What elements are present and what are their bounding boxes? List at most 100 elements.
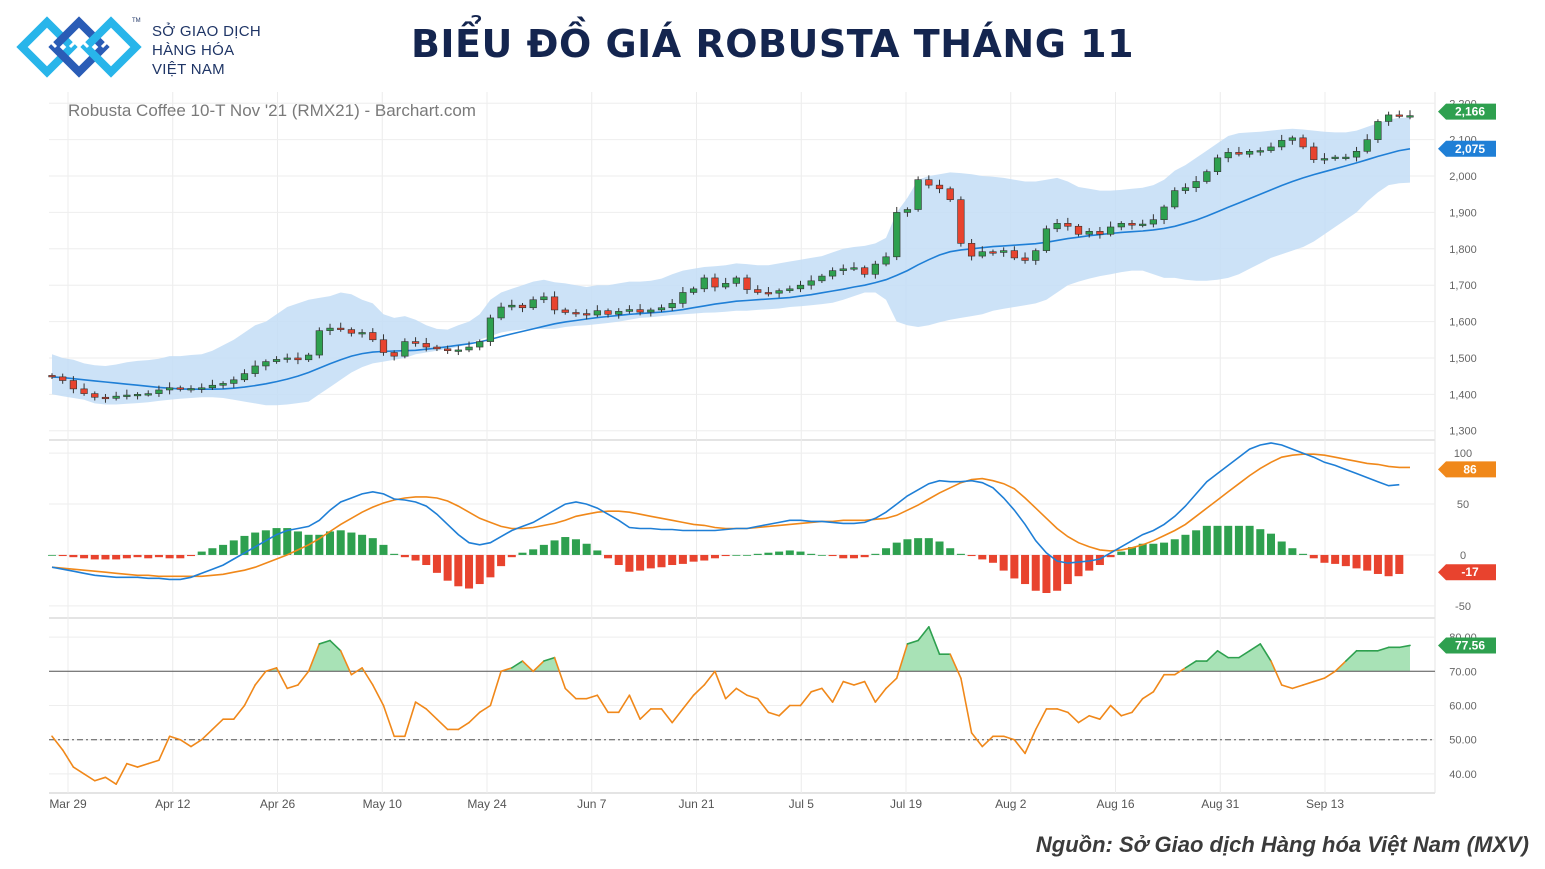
rsi-line-segment (51, 735, 64, 751)
rsi-line-segment (970, 732, 984, 748)
macd-tick-label: 50 (1457, 499, 1469, 511)
macd-histogram-bar (1309, 554, 1318, 559)
rsi-line-segment (756, 697, 770, 714)
rsi-line-segment (286, 684, 299, 690)
rsi-line-segment (1345, 649, 1358, 662)
price-tick-label: 1,500 (1449, 353, 1477, 365)
candle-body (1267, 146, 1275, 151)
candle-body (732, 277, 740, 284)
candle-body (80, 388, 88, 394)
rsi-line-segment (1398, 644, 1411, 649)
candle-body (550, 296, 559, 311)
macd-histogram-bar (379, 544, 388, 555)
rsi-line-segment (350, 667, 363, 676)
candle-body (796, 284, 805, 290)
macd-histogram-bar (924, 538, 933, 555)
candle-body (1299, 137, 1307, 148)
candle-body (251, 365, 259, 374)
macd-histogram-bar (197, 551, 206, 555)
macd-histogram-bar (293, 531, 302, 555)
x-tick-label: Aug 2 (995, 797, 1027, 811)
rsi-line-segment (1088, 714, 1101, 720)
rsi-line-segment (500, 667, 513, 673)
candle-body (454, 349, 462, 352)
candle-body (187, 388, 195, 391)
candle (861, 265, 869, 278)
macd-histogram-bar (668, 554, 677, 566)
candle-body (935, 184, 944, 190)
rsi-line-segment (211, 718, 224, 731)
rsi-line-segment (553, 656, 567, 690)
candle-body (1395, 114, 1403, 117)
rsi-line-segment (778, 704, 791, 717)
macd-histogram-bar (839, 554, 848, 559)
rsi-line-segment (1173, 667, 1187, 676)
macd-histogram-bar (828, 554, 837, 557)
candle-body (497, 306, 505, 319)
rsi-line-segment (83, 773, 96, 782)
rsi-line-segment (510, 660, 524, 669)
candle-body (1331, 156, 1339, 159)
rsi-line-segment (200, 728, 214, 741)
candle-body (401, 341, 409, 357)
rsi-line-segment (521, 660, 534, 673)
rsi-line-segment (1184, 660, 1197, 669)
candle-body (48, 375, 56, 378)
candle (796, 280, 805, 293)
rsi-line-segment (339, 649, 353, 676)
rsi-line-segment (1152, 673, 1165, 693)
candle-body (529, 299, 537, 309)
candle (1331, 154, 1339, 161)
rsi-line-segment (981, 735, 994, 748)
candle-body (1160, 206, 1168, 221)
candle-body (1010, 250, 1018, 259)
rsi-line-segment (746, 694, 759, 700)
rsi-line-segment (532, 660, 545, 673)
macd-histogram-bar (272, 528, 281, 555)
x-tick-label: Apr 12 (155, 797, 191, 811)
candle (1128, 220, 1136, 230)
macd-histogram-bar (144, 554, 153, 559)
candle-body (1288, 137, 1296, 141)
candle-body (219, 383, 227, 386)
candle-body (1128, 223, 1136, 226)
candle (1074, 224, 1083, 237)
candle (230, 376, 238, 388)
candle (358, 329, 366, 338)
macd-histogram-bar (1192, 530, 1201, 555)
ma-value-tag: 2,075 (1438, 140, 1496, 157)
candle (411, 337, 420, 347)
candle-body (123, 394, 131, 397)
candle-body (668, 303, 676, 309)
candle (1256, 147, 1264, 156)
x-tick-label: May 10 (363, 797, 403, 811)
candle-body (893, 212, 901, 258)
rsi-line-segment (671, 708, 684, 724)
candle (893, 206, 901, 261)
candle (390, 350, 398, 361)
candle-body (1064, 223, 1072, 227)
candle (1406, 110, 1414, 120)
macd-histogram-bar (1021, 554, 1030, 585)
rsi-line-segment (404, 701, 417, 738)
logo-text: SỞ GIAO DỊCH HÀNG HÓA VIỆT NAM (152, 22, 261, 79)
macd-histogram-bar (58, 554, 67, 557)
candle (133, 392, 142, 400)
rsi-line-segment (126, 762, 139, 768)
rsi-line-segment (1377, 646, 1390, 652)
candle (294, 352, 302, 365)
macd-histogram-bar (678, 554, 687, 564)
candle (914, 176, 922, 212)
candle-body (989, 251, 997, 254)
rsi-line-segment (318, 639, 331, 645)
candle-body (390, 352, 398, 357)
macd-histogram-bar (1341, 554, 1350, 567)
candle (593, 305, 601, 318)
signal-value-tag-text: 86 (1463, 462, 1477, 476)
candle-body (198, 387, 206, 390)
candle (1106, 221, 1115, 237)
candle-body (1117, 223, 1125, 228)
logo-mark (16, 16, 142, 78)
rsi-line-segment (1206, 649, 1219, 662)
logo-line-1: SỞ GIAO DỊCH (152, 23, 261, 40)
